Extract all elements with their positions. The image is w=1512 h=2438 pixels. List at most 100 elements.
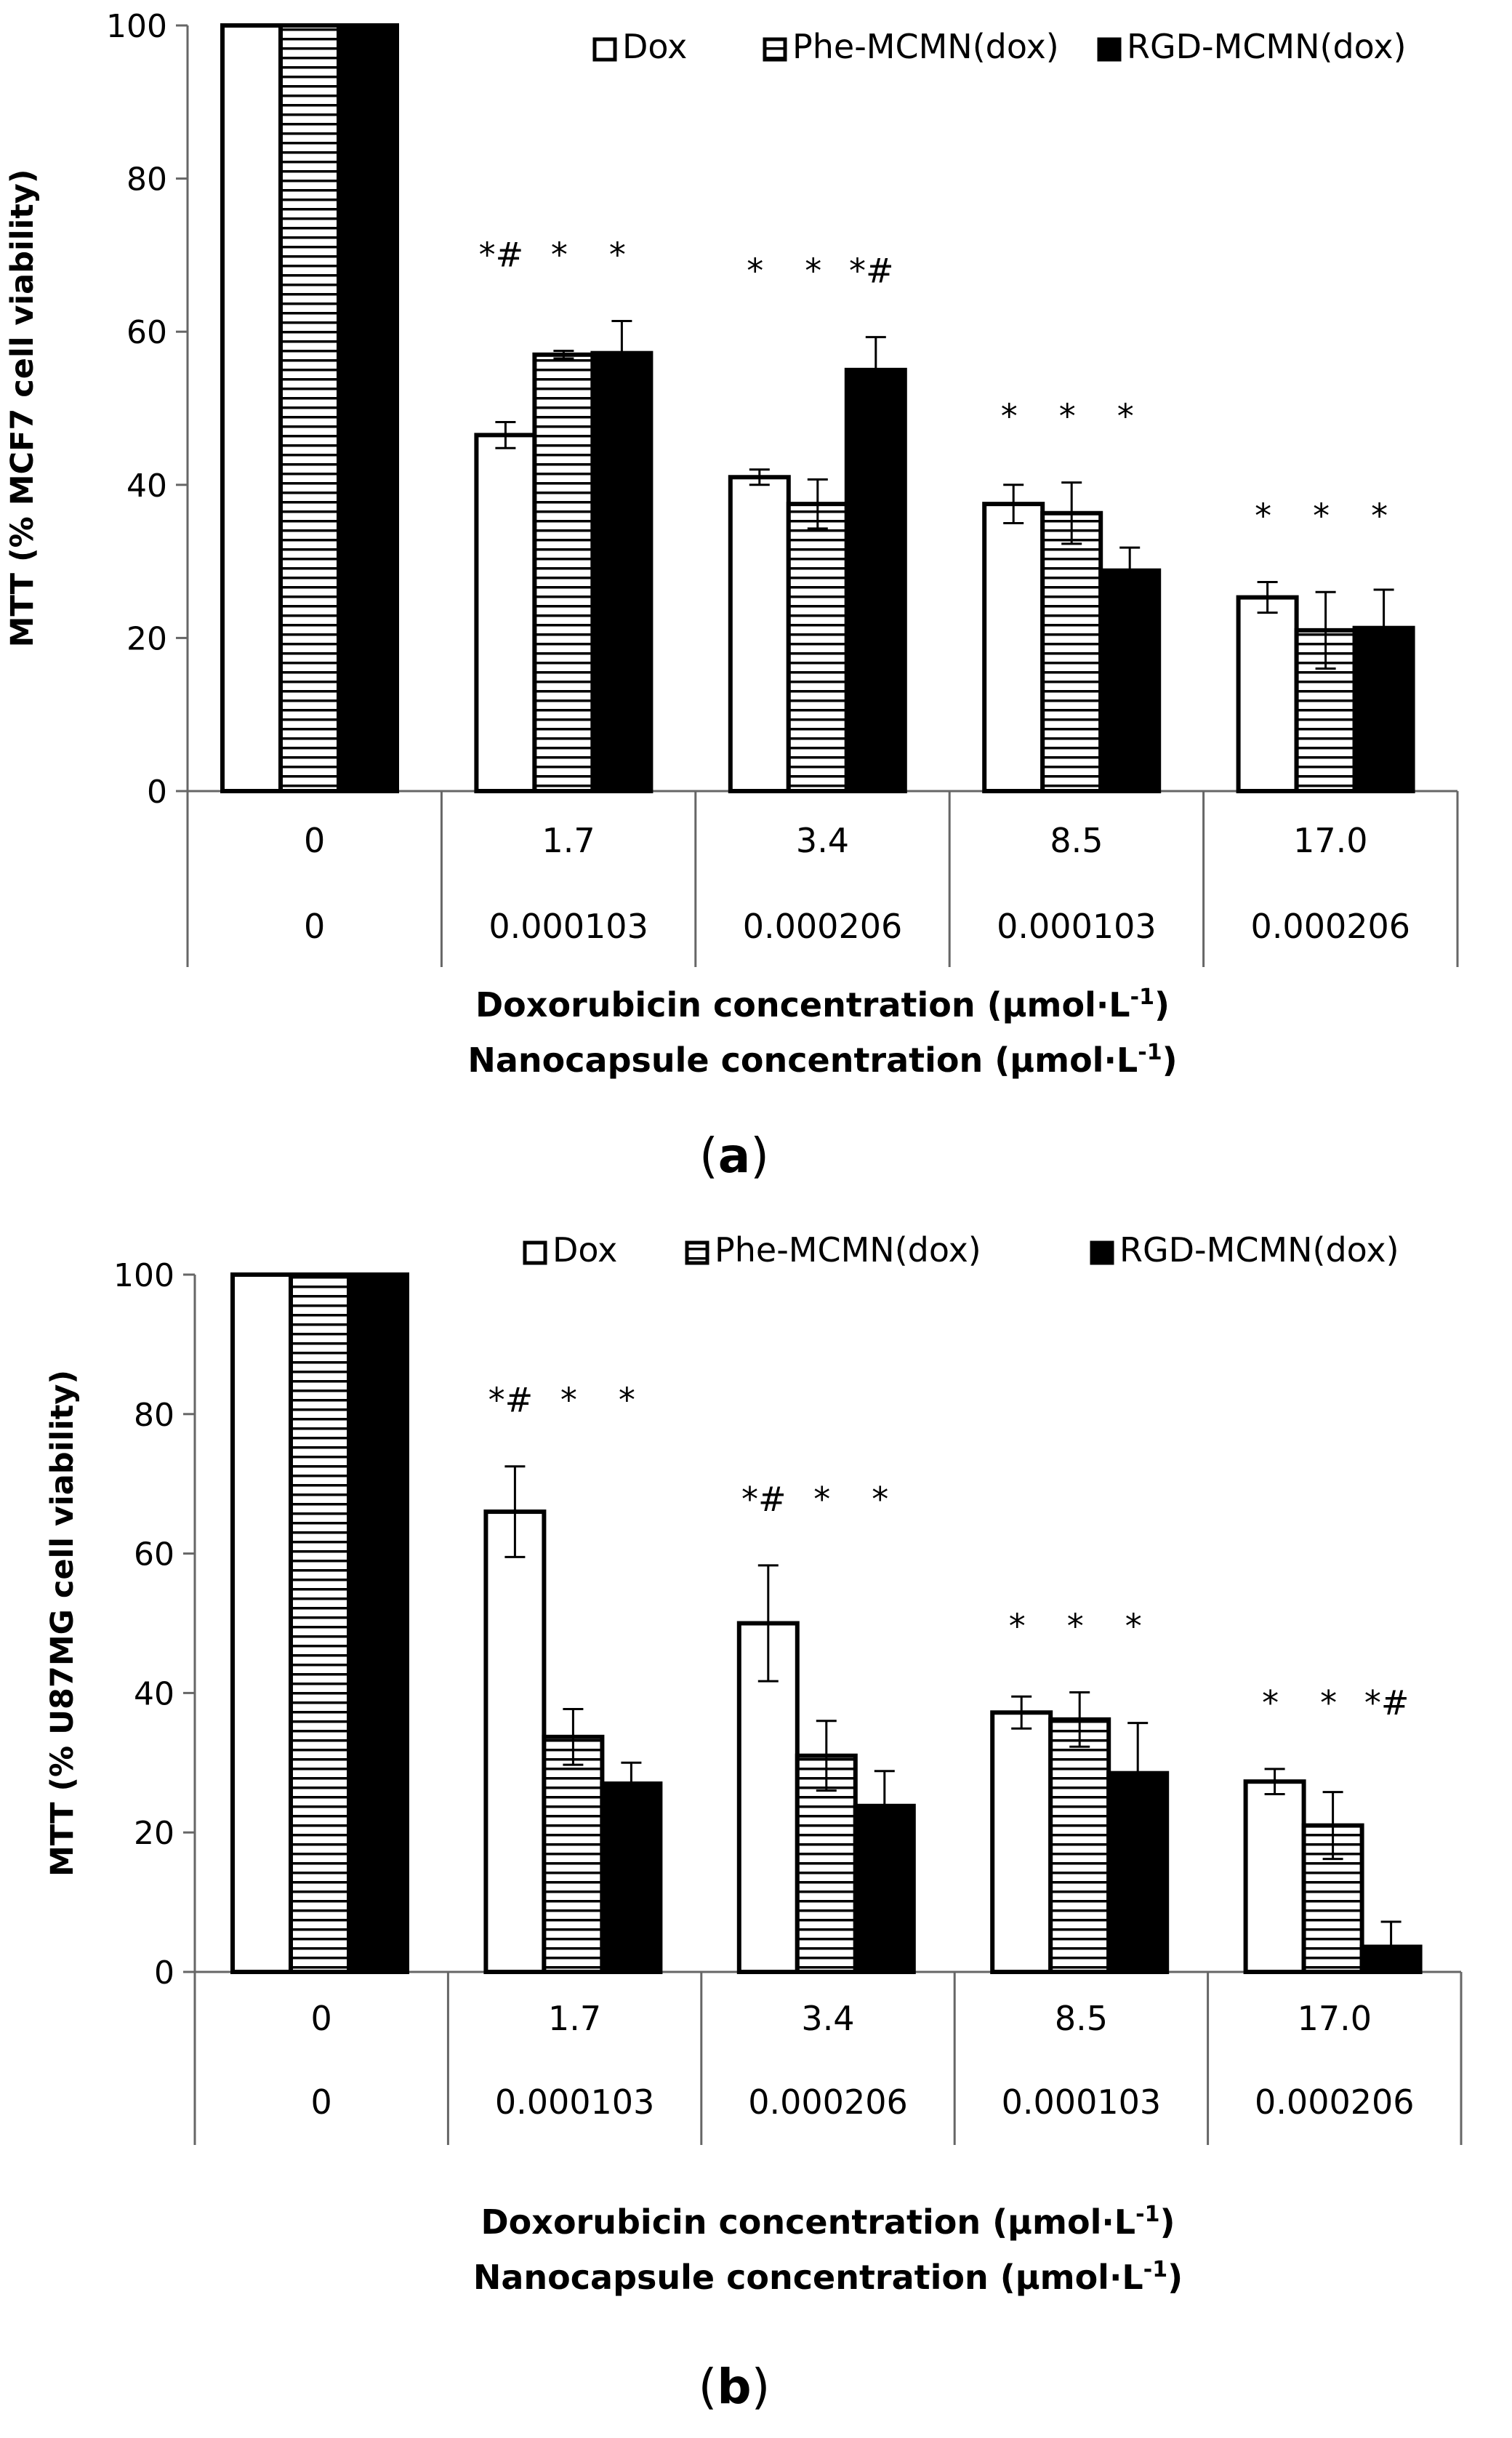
- bar: [289, 1272, 351, 1974]
- x-category-label: 0: [304, 821, 325, 860]
- x-axis-label-nanocapsule: Nanocapsule concentration (μmol·L-1): [473, 2257, 1183, 2298]
- y-axis-label: MTT (% U87MG cell viability): [44, 1370, 81, 1877]
- x-category-label: 17.0: [1293, 821, 1367, 860]
- significance-annotation: *: [1009, 1606, 1026, 1645]
- significance-annotation: *: [551, 235, 568, 274]
- significance-annotation: *: [1059, 397, 1076, 436]
- significance-annotation: *#: [488, 1381, 534, 1420]
- legend-label: RGD-MCMN(dox): [1127, 27, 1407, 66]
- chart-panel-b: 0 20 40 60 80 100 MTT (% U87MG cell viability)…: [44, 1230, 1463, 2415]
- y-tick-label: 20: [134, 1815, 174, 1852]
- x-category-label: 0.000103: [488, 907, 648, 946]
- bar: [844, 367, 907, 794]
- bar: [278, 23, 341, 793]
- bar: [1048, 1717, 1111, 1975]
- x-axis-label-doxorubicin: Doxorubicin concentration (μmol·L-1): [481, 2202, 1175, 2242]
- significance-annotation: *#: [741, 1480, 787, 1519]
- bar: [786, 502, 849, 793]
- significance-annotation: *: [609, 235, 626, 274]
- x-category-label: 0.000206: [743, 907, 903, 946]
- x-category-label: 0.000103: [997, 907, 1157, 946]
- x-axis-label-doxorubicin: Doxorubicin concentration (μmol·L-1): [475, 985, 1170, 1025]
- bar: [990, 1710, 1053, 1974]
- significance-annotation: *: [1313, 497, 1330, 536]
- bar: [590, 350, 654, 793]
- y-tick-label: 0: [147, 774, 167, 811]
- significance-annotation: *: [1125, 1606, 1142, 1645]
- panel-label: (a): [699, 1128, 769, 1184]
- bar: [542, 1734, 605, 1974]
- x-category-label: 0: [304, 907, 325, 946]
- significance-annotation: *: [560, 1381, 577, 1420]
- legend-label: Phe-MCMN(dox): [792, 27, 1059, 66]
- bar: [728, 475, 791, 794]
- significance-annotation: *: [747, 252, 763, 291]
- x-category-label: 0.000206: [748, 2082, 908, 2122]
- significance-annotation: *: [1262, 1683, 1279, 1723]
- y-tick-label: 100: [106, 8, 167, 45]
- x-category-label: 17.0: [1298, 1999, 1372, 2038]
- y-tick-label: 80: [134, 1397, 174, 1434]
- legend-swatch: [1090, 1240, 1114, 1265]
- legend-swatch: [763, 37, 787, 62]
- significance-annotation: *: [619, 1381, 635, 1420]
- bar: [1098, 568, 1162, 794]
- x-category-label: 8.5: [1050, 821, 1103, 860]
- significance-annotation: *: [1067, 1606, 1084, 1645]
- legend-label: Dox: [552, 1230, 617, 1270]
- significance-annotation: *: [872, 1480, 888, 1519]
- bar: [532, 352, 595, 794]
- bar: [474, 433, 537, 793]
- bar: [1040, 510, 1103, 793]
- x-category-label: 1.7: [548, 1999, 601, 2038]
- significance-annotation: *: [1117, 397, 1134, 436]
- x-category-label: 0: [311, 1999, 332, 2038]
- bar: [982, 502, 1045, 793]
- bar: [347, 1272, 409, 1974]
- x-category-label: 0.000206: [1251, 907, 1411, 946]
- bar: [600, 1781, 663, 1975]
- legend-label: Phe-MCMN(dox): [715, 1230, 981, 1270]
- y-tick-label: 100: [113, 1257, 174, 1294]
- y-tick-label: 80: [126, 161, 167, 199]
- y-tick-label: 40: [126, 468, 167, 505]
- y-tick-label: 60: [126, 314, 167, 351]
- legend-swatch: [685, 1240, 709, 1265]
- x-category-label: 3.4: [801, 1999, 854, 2038]
- significance-annotation: *#: [1364, 1683, 1410, 1723]
- x-axis-label-nanocapsule: Nanocapsule concentration (μmol·L-1): [467, 1040, 1177, 1080]
- chart-panel-a: 0 20 40 60 80 100 MTT (% MCF7 cell viability) 0…: [4, 8, 1459, 1184]
- x-category-label: 1.7: [542, 821, 595, 860]
- significance-annotation: *#: [479, 235, 524, 274]
- y-axis-label: MTT (% MCF7 cell viability): [4, 169, 41, 648]
- y-tick-label: 20: [126, 620, 167, 657]
- legend-label: RGD-MCMN(dox): [1119, 1230, 1399, 1270]
- legend-swatch: [523, 1240, 547, 1265]
- legend-swatch: [592, 37, 617, 62]
- x-category-label: 0.000103: [495, 2082, 655, 2122]
- x-category-label: 3.4: [796, 821, 849, 860]
- x-category-label: 8.5: [1055, 1999, 1108, 2038]
- legend-swatch: [1097, 37, 1122, 62]
- bar: [220, 23, 283, 793]
- panel-label: (b): [699, 2359, 771, 2415]
- bar: [1243, 1779, 1306, 1975]
- significance-annotation: *: [1320, 1683, 1337, 1723]
- x-category-label: 0.000206: [1255, 2082, 1415, 2122]
- significance-annotation: *: [1371, 497, 1388, 536]
- bar: [1236, 595, 1299, 793]
- y-tick-label: 40: [134, 1675, 174, 1712]
- bar: [483, 1509, 547, 1975]
- x-category-label: 0.000103: [1002, 2082, 1162, 2122]
- bar: [337, 23, 399, 793]
- significance-annotation: *: [1001, 397, 1018, 436]
- legend-label: Dox: [622, 27, 687, 66]
- bar: [230, 1272, 293, 1974]
- x-category-label: 0: [311, 2082, 332, 2122]
- significance-annotation: *#: [849, 252, 894, 291]
- y-tick-label: 60: [134, 1536, 174, 1573]
- significance-annotation: *: [813, 1480, 830, 1519]
- significance-annotation: *: [805, 252, 821, 291]
